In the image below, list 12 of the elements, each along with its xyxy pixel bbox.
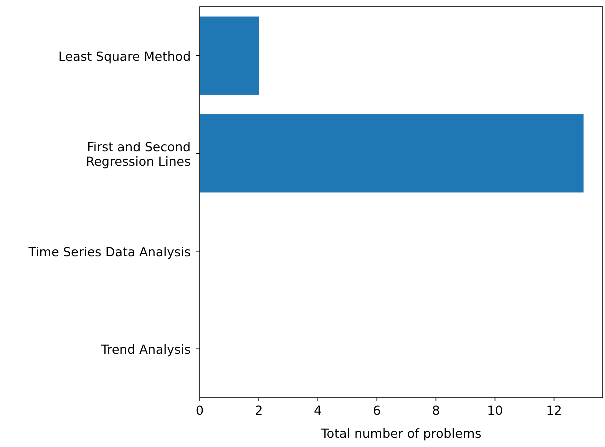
x-tick-label: 12 (546, 403, 562, 418)
x-tick-label: 10 (487, 403, 504, 418)
y-tick-label: Least Square Method (58, 48, 191, 64)
x-tick-label: 6 (373, 403, 382, 418)
x-axis-title: Total number of problems (320, 426, 482, 441)
y-tick-label: Time Series Data Analysis (28, 244, 191, 259)
x-tick-label: 8 (432, 403, 440, 418)
y-tick-label: First and Second Regression Lines (86, 138, 191, 168)
x-tick-label: 0 (196, 403, 204, 418)
x-tick-label: 4 (314, 403, 322, 418)
x-tick-label: 2 (255, 403, 264, 418)
y-tick-label: Trend Analysis (100, 342, 191, 357)
